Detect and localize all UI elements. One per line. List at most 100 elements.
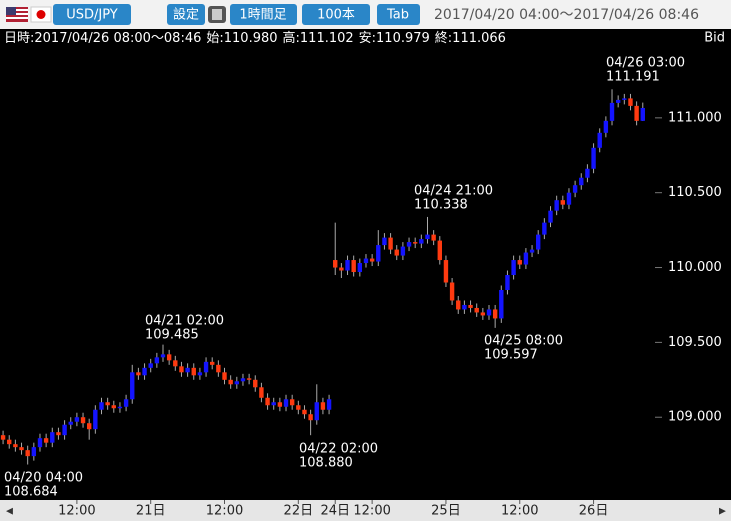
x-tick-label: 26日 [579,504,609,519]
candle-body [542,222,547,235]
candle-body [43,438,49,443]
annotation-date: 04/25 08:00 [484,334,563,349]
info-line: 日時:2017/04/26 08:00～08:46 始:110.980 高:111.… [4,30,506,46]
button-label: 100本 [317,8,355,23]
candle-body [0,435,6,440]
annotation-date: 04/22 02:00 [299,442,378,457]
candle-body [517,260,522,265]
candle-body [388,237,393,250]
plot: 109.000 109.500 110.000 110.500 111.000 12:00… [0,56,722,519]
candle-body [634,105,639,121]
candle-body [529,249,535,253]
annotation-value: 111.191 [606,70,660,85]
flag-us [6,7,28,22]
candle-body [449,282,455,301]
candle-body [579,177,584,186]
candle-body [302,409,307,415]
candle-body [80,417,86,424]
annotation-date: 04/21 02:00 [145,314,224,329]
candle-body [234,381,240,385]
candle-body [499,289,504,319]
flag-jp [30,6,52,23]
candle-body [376,245,381,262]
price-type: Bid [704,31,725,46]
info-item: 終:111.066 [435,30,506,46]
candle-body [210,361,215,365]
annotation-value: 108.880 [299,456,353,471]
candle-body [296,405,301,410]
candle-body [425,234,430,240]
date-range: 2017/04/20 04:00～2017/04/26 08:46 [434,7,699,23]
candle-body [130,372,135,400]
candle-body [105,402,110,406]
candle-body [345,260,350,271]
candle-body [615,99,621,103]
candle-body [7,439,12,445]
candle-body [357,263,363,273]
tab-button[interactable] [377,4,420,25]
annotation-value: 110.338 [414,198,468,213]
annotation-value: 109.485 [145,328,199,343]
candle-body [62,424,67,436]
candle-body [560,200,566,205]
x-tick-label: 25日 [431,504,461,519]
candle-body [314,402,319,421]
candle-body [486,309,492,316]
scroll-right[interactable]: ▶ [719,507,726,517]
candle-body [31,447,37,457]
candle-body [123,399,129,407]
candle-body [136,372,141,376]
candle-body [99,402,104,410]
info-text: 日時:2017/04/26 08:00～08:46 始:110.980 高:111.… [4,30,506,46]
count-button[interactable] [302,4,370,25]
candle-body [591,147,596,169]
candle-body [265,397,270,406]
candle-body [271,402,276,406]
candle-body [160,354,166,358]
candle-body [622,98,627,100]
y-tick-label: 109.000 [668,410,722,425]
candle-body [179,366,184,373]
info-item: 高:111.102 [283,30,354,46]
candle-body [523,252,529,265]
candle-body [240,378,246,382]
settings-button[interactable] [167,4,205,25]
x-tick-label: 12:00 [353,504,390,519]
annotation-date: 04/20 04:00 [4,471,83,486]
candle-body [536,234,541,250]
info-item: 日時:2017/04/26 08:00～08:46 [4,31,201,46]
candle-body [333,260,338,268]
candle-body [412,242,418,244]
candle-body [173,360,178,367]
candle-body [566,192,572,205]
info-item: 安:110.979 [359,31,430,46]
candle-body [394,249,399,256]
candle-body [431,234,436,241]
candle-body [111,405,116,409]
info-item: 始:110.980 [206,31,277,46]
candle-body [93,409,98,430]
candle-body [191,367,196,376]
scroll-left[interactable]: ◀ [6,507,13,517]
candle-body [289,399,295,406]
annotation-value: 108.684 [4,485,58,500]
y-tick-label: 109.500 [668,335,722,350]
candle-body [246,378,252,380]
y-tick-label: 110.000 [668,260,722,275]
calculator-icon [212,9,222,20]
y-tick-label: 110.500 [668,185,722,200]
candle-body [339,267,344,271]
candle-body [400,246,406,256]
interval-button[interactable] [230,4,297,25]
y-tick-label: 111.000 [668,110,722,125]
pair-button[interactable] [53,4,131,25]
candle-body [228,379,233,385]
candle-body [597,132,602,148]
candle-body [554,200,559,211]
candle-body [74,417,80,422]
candle-body [640,107,645,121]
candle-body [166,354,172,361]
candle-body [480,312,486,316]
candle-body [308,414,313,421]
candle-body [468,304,473,308]
